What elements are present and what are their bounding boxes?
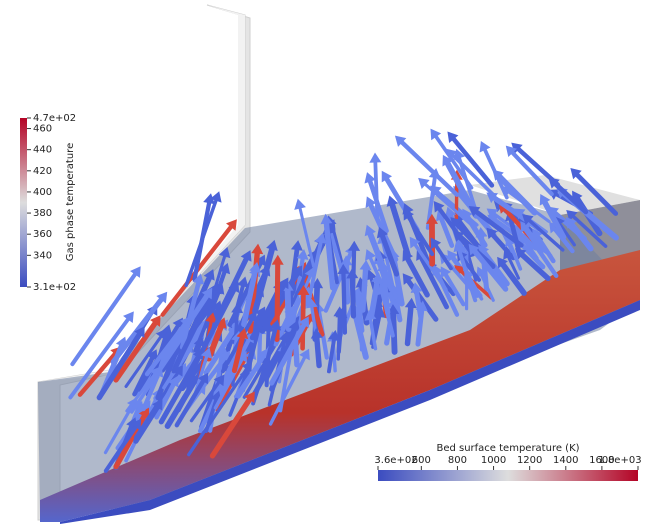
arrow-head <box>294 199 306 210</box>
tick-label: 420 <box>33 166 52 177</box>
arrow-shaft <box>343 274 344 333</box>
visualization: Gas phase temperature 4.7e+02460 440 420 40… <box>0 0 660 524</box>
tick-label: 4.7e+02 <box>33 113 76 124</box>
arrow-shaft <box>317 338 319 365</box>
arrow-head <box>369 153 381 163</box>
tick-label: 1400 <box>553 455 578 466</box>
arrow-shaft <box>352 278 353 316</box>
tick-label: 3.1e+02 <box>33 282 76 293</box>
tick-label: 400 <box>33 187 52 198</box>
tick-label: 800 <box>448 455 467 466</box>
arrow-shaft <box>363 270 366 310</box>
tick-label: 460 <box>33 124 52 135</box>
tick-label: 440 <box>33 145 52 156</box>
gas-colorbar: Gas phase temperature 4.7e+02460 440 420 40… <box>20 113 76 293</box>
colorbar-gradient <box>20 118 27 287</box>
arrow-shaft <box>338 316 339 359</box>
tick-label: 1.8e+03 <box>598 455 641 466</box>
tick-label: 360 <box>33 229 52 240</box>
colorbar-title: Gas phase temperature <box>65 143 76 261</box>
tick-label: 600 <box>412 455 431 466</box>
colorbar-title: Bed surface temperature (K) <box>436 443 579 454</box>
arrow-shaft <box>288 291 289 329</box>
colorbar-gradient <box>378 470 638 481</box>
tick-label: 380 <box>33 208 52 219</box>
tick-label: 340 <box>33 250 52 261</box>
tick-label: 1200 <box>517 455 542 466</box>
tick-label: 1000 <box>481 455 506 466</box>
bed-colorbar: Bed surface temperature (K) 3.6e+0260080… <box>374 443 641 481</box>
arrow-shaft <box>408 308 411 344</box>
